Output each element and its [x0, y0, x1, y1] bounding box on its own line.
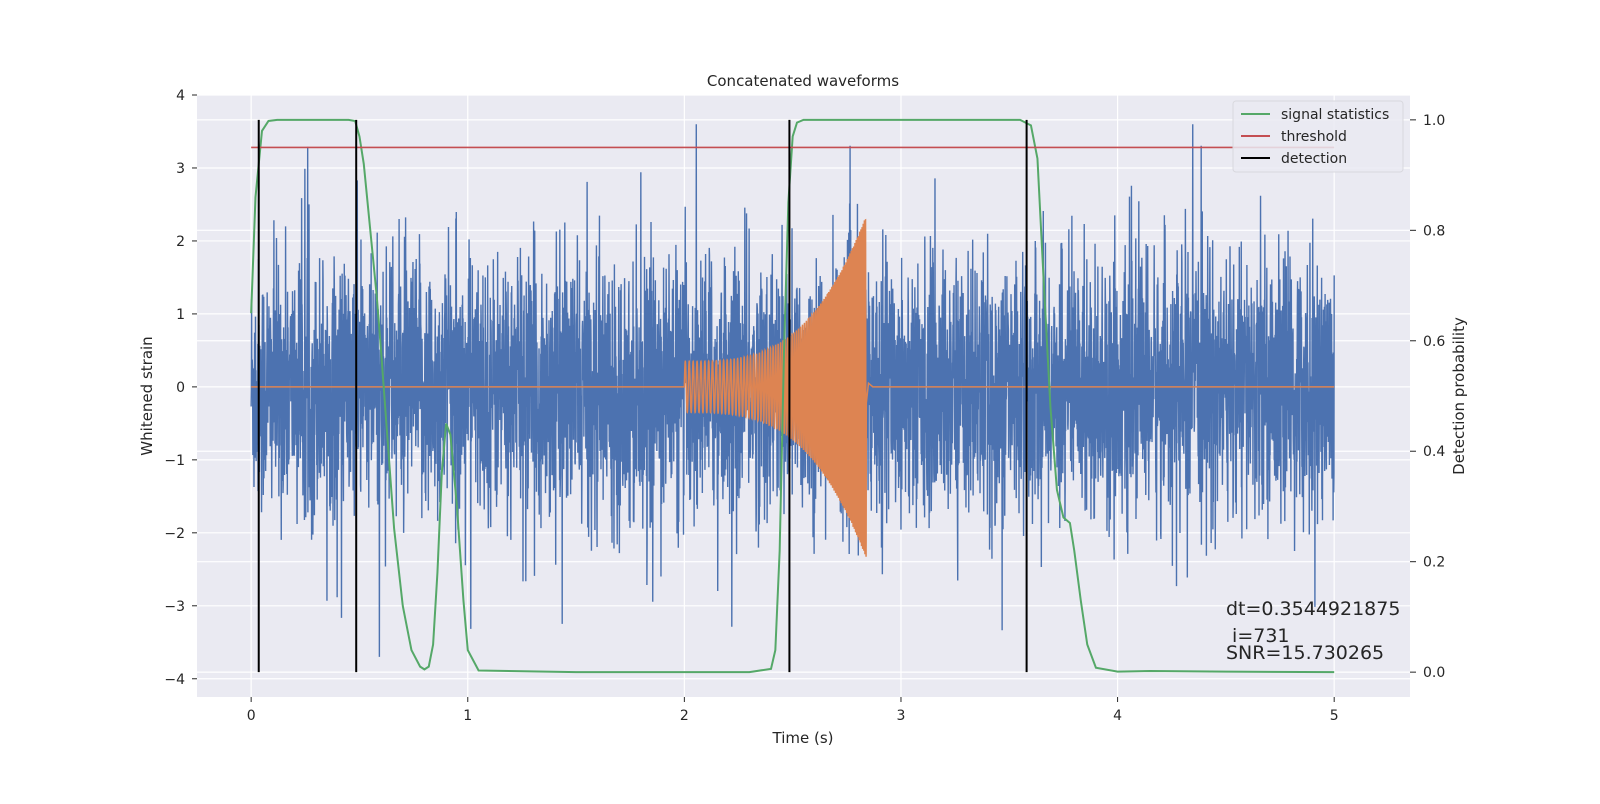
x-tick-label: 4 [1113, 708, 1122, 724]
legend: signal statistics threshold detection [1232, 100, 1404, 173]
detection-series [257, 119, 1028, 673]
legend-label: threshold [1281, 129, 1347, 145]
y-axis-left-label: Whitened strain [138, 336, 156, 455]
template-series [251, 218, 1335, 557]
x-tick-label: 3 [897, 708, 906, 724]
legend-label: detection [1281, 151, 1347, 167]
annotation-dt: dt=0.3544921875 [1226, 598, 1400, 620]
y-right-tick-label: 0.6 [1423, 334, 1445, 350]
y-left-tick-label: −2 [164, 526, 185, 542]
y-left-tick-label: 3 [176, 161, 185, 177]
x-tick-label: 5 [1330, 708, 1339, 724]
y-left-tick-label: −1 [164, 453, 185, 469]
x-tick-label: 0 [247, 708, 256, 724]
y-right-tick-label: 0.8 [1423, 223, 1445, 239]
y-right-tick-label: 0.2 [1423, 555, 1445, 571]
y-axis-right-label: Detection probability [1450, 317, 1468, 475]
axes: 0 1 2 3 4 5 −4 −3 −2 −1 0 1 2 3 4 0.0 0.2 0.4 0.6 0.8 1.0 [164, 88, 1445, 724]
x-tick-label: 1 [463, 708, 472, 724]
y-left-tick-label: 4 [176, 88, 185, 104]
template-line [251, 218, 1335, 557]
signal-statistics-series [250, 118, 1335, 674]
y-left-tick-label: −4 [164, 672, 185, 688]
y-right-tick-label: 0.0 [1423, 665, 1445, 681]
x-tick-label: 2 [680, 708, 689, 724]
annotation-i: i=731 [1226, 625, 1290, 647]
chart-title: Concatenated waveforms [707, 72, 899, 90]
legend-box [1232, 100, 1404, 173]
y-right-tick-label: 0.4 [1423, 444, 1445, 460]
y-right-tick-label: 1.0 [1423, 113, 1445, 129]
y-left-tick-label: 1 [176, 307, 185, 323]
annotation-snr: SNR=15.730265 [1226, 642, 1384, 664]
signal-statistics-line [250, 118, 1335, 674]
y-left-tick-label: −3 [164, 599, 185, 615]
x-axis-label: Time (s) [772, 729, 834, 747]
y-left-tick-label: 2 [176, 234, 185, 250]
legend-label: signal statistics [1281, 107, 1389, 123]
y-left-tick-label: 0 [176, 380, 185, 396]
